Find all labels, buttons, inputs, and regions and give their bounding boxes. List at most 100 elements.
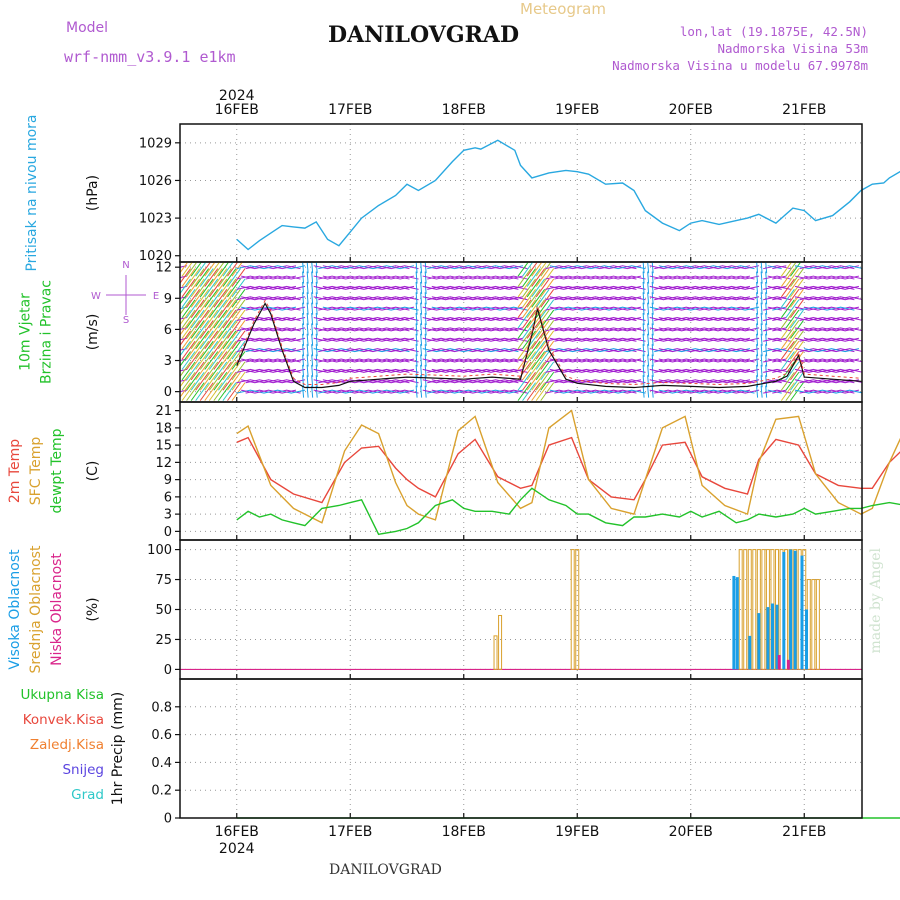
wind-barb: [422, 275, 437, 280]
wind-barb: [231, 320, 246, 339]
wind-barb: [199, 262, 212, 277]
wind-barb: [776, 337, 791, 342]
wind-barb: [667, 348, 682, 353]
wind-barb: [180, 351, 191, 367]
wind-barb: [708, 327, 723, 332]
wind-barb: [563, 389, 578, 394]
wind-barb: [424, 354, 427, 367]
wind-barb: [658, 389, 673, 394]
wind-barb: [647, 281, 650, 294]
wind-barb: [302, 292, 305, 305]
wind-barb: [463, 368, 478, 373]
wind-barb: [204, 382, 219, 401]
wind-barb: [268, 389, 283, 394]
wind-barb: [386, 265, 401, 270]
wind-barb: [694, 296, 710, 301]
wind-barb: [208, 320, 223, 339]
wind-barb: [599, 358, 614, 363]
wind-barb: [563, 265, 578, 270]
wind-barb: [349, 348, 365, 353]
wind-barb: [272, 389, 287, 394]
wind-barb: [604, 348, 619, 353]
wind-barb: [822, 306, 837, 311]
wind-barb: [227, 320, 241, 339]
wind-barb: [780, 340, 795, 360]
wind-barb: [713, 389, 728, 394]
wind-barb: [799, 337, 814, 342]
wind-barb: [345, 389, 360, 394]
wind-barb: [808, 389, 823, 394]
wind-barb: [420, 262, 423, 274]
wind-barb: [395, 285, 410, 290]
wind-barb: [481, 379, 496, 384]
wind-barb: [526, 309, 541, 329]
y-tick-label: 3: [164, 354, 172, 369]
wind-barb: [844, 337, 860, 342]
wind-barb: [780, 289, 795, 308]
wind-barb: [617, 368, 633, 373]
wind-barb: [195, 289, 210, 308]
wind-barb: [372, 306, 387, 311]
wind-barb: [535, 351, 550, 370]
wind-barb: [790, 268, 804, 287]
wind-barbs: [180, 262, 862, 401]
wind-barb: [849, 317, 862, 321]
wind-barb: [213, 289, 228, 308]
wind-barb: [481, 265, 496, 270]
wind-barb: [431, 275, 446, 280]
wind-barb: [835, 317, 850, 322]
wind-barb: [322, 306, 337, 311]
wind-barb: [613, 296, 628, 301]
wind-barb: [499, 285, 514, 290]
wind-barb: [558, 306, 574, 311]
wind-barb: [472, 296, 487, 301]
wind-barb: [377, 389, 392, 394]
wind-barb: [663, 368, 678, 373]
wind-barb: [508, 296, 524, 301]
wind-barb: [785, 382, 800, 401]
wind-barb: [756, 312, 759, 326]
series-line-pressure: [236, 139, 900, 251]
wind-barb: [826, 306, 841, 311]
wind-barb: [217, 330, 232, 350]
wind-barb: [826, 317, 841, 322]
wind-barb: [756, 385, 759, 398]
wind-barb: [445, 368, 460, 373]
wind-barb: [420, 344, 423, 357]
wind-barb: [454, 275, 469, 280]
wind-barb: [318, 379, 333, 384]
wind-barb: [499, 296, 514, 301]
wind-barb: [180, 320, 191, 336]
wind-barb: [508, 358, 524, 363]
wind-barb: [490, 358, 505, 363]
wind-barb: [245, 296, 260, 301]
wind-barb: [340, 265, 356, 270]
wind-barb: [213, 309, 228, 329]
wind-barb: [208, 299, 223, 318]
wind-barb: [327, 379, 342, 384]
series-line-dewpt-temp: [236, 487, 900, 536]
wind-barb: [626, 285, 642, 290]
wind-barb: [440, 306, 455, 311]
wind-barb: [731, 327, 746, 332]
wind-barb: [340, 306, 356, 311]
wind-barb: [808, 327, 823, 332]
wind-barb: [490, 265, 505, 270]
wind-barb: [331, 317, 347, 322]
y-tick-label: 100: [147, 543, 172, 558]
wind-barb: [831, 379, 846, 384]
wind-barb: [581, 337, 596, 342]
wind-barb: [595, 285, 610, 290]
wind-barb: [472, 275, 487, 280]
wind-barb: [672, 306, 687, 311]
wind-barb: [595, 379, 610, 384]
wind-barb: [349, 327, 365, 332]
wind-barb: [526, 268, 541, 287]
wind-barb: [658, 337, 673, 342]
wind-barb: [222, 289, 237, 308]
wind-barb: [740, 275, 755, 280]
wind-barb: [626, 358, 642, 363]
wind-barb: [277, 317, 292, 322]
wind-barb: [572, 348, 587, 353]
